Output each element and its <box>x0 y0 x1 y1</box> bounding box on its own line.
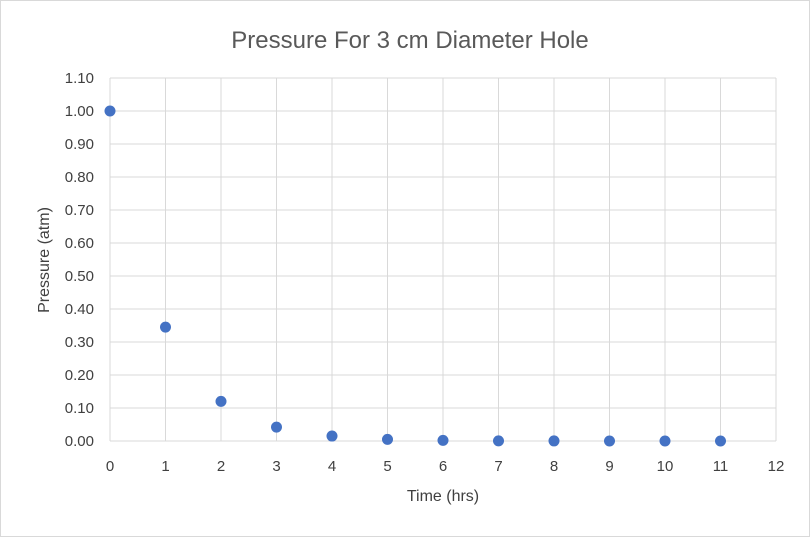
x-tick-label: 12 <box>768 458 785 475</box>
x-tick-label: 5 <box>383 458 391 475</box>
data-point <box>271 421 282 433</box>
x-tick-label: 0 <box>106 458 114 475</box>
x-tick-label: 9 <box>605 458 613 475</box>
y-tick-label: 1.00 <box>65 103 94 120</box>
data-point <box>493 435 504 447</box>
y-tick-label: 0.90 <box>65 136 94 153</box>
data-point <box>104 105 116 117</box>
x-tick-label: 8 <box>550 458 558 475</box>
y-axis-title: Pressure (atm) <box>36 207 53 313</box>
y-tick-label: 0.00 <box>65 433 94 450</box>
x-tick-label: 4 <box>328 458 336 475</box>
data-point <box>215 395 227 407</box>
x-tick-label: 6 <box>439 458 447 475</box>
data-point <box>548 435 560 447</box>
data-point <box>659 435 671 447</box>
data-point <box>382 433 393 445</box>
y-tick-label: 0.10 <box>65 400 94 417</box>
x-tick-label: 10 <box>657 458 674 475</box>
x-tick-label: 1 <box>161 458 169 475</box>
y-tick-label: 0.60 <box>65 235 94 252</box>
data-point <box>604 435 615 447</box>
data-point <box>326 430 338 442</box>
x-tick-label: 2 <box>217 458 225 475</box>
y-tick-label: 0.80 <box>65 169 94 186</box>
x-tick-label: 7 <box>494 458 502 475</box>
y-tick-label: 1.10 <box>65 70 94 87</box>
x-tick-label: 3 <box>272 458 280 475</box>
y-tick-label: 0.40 <box>65 301 94 318</box>
data-points <box>104 105 726 447</box>
y-tick-labels: 0.00 0.10 0.20 0.30 0.40 0.50 0.60 0.70 0.80 0.90… <box>65 70 94 450</box>
data-point <box>437 434 449 446</box>
y-tick-label: 0.30 <box>65 334 94 351</box>
chart-title: Pressure For 3 cm Diameter Hole <box>231 27 588 54</box>
y-tick-label: 0.70 <box>65 202 94 219</box>
x-axis-title: Time (hrs) <box>407 488 479 505</box>
y-tick-label: 0.50 <box>65 268 94 285</box>
data-point <box>160 321 171 333</box>
y-tick-label: 0.20 <box>65 367 94 384</box>
gridlines <box>110 77 777 441</box>
x-tick-label: 11 <box>713 458 729 475</box>
x-tick-labels: 0 1 2 3 4 5 6 7 8 9 10 11 12 <box>106 458 785 475</box>
data-point <box>715 435 726 447</box>
